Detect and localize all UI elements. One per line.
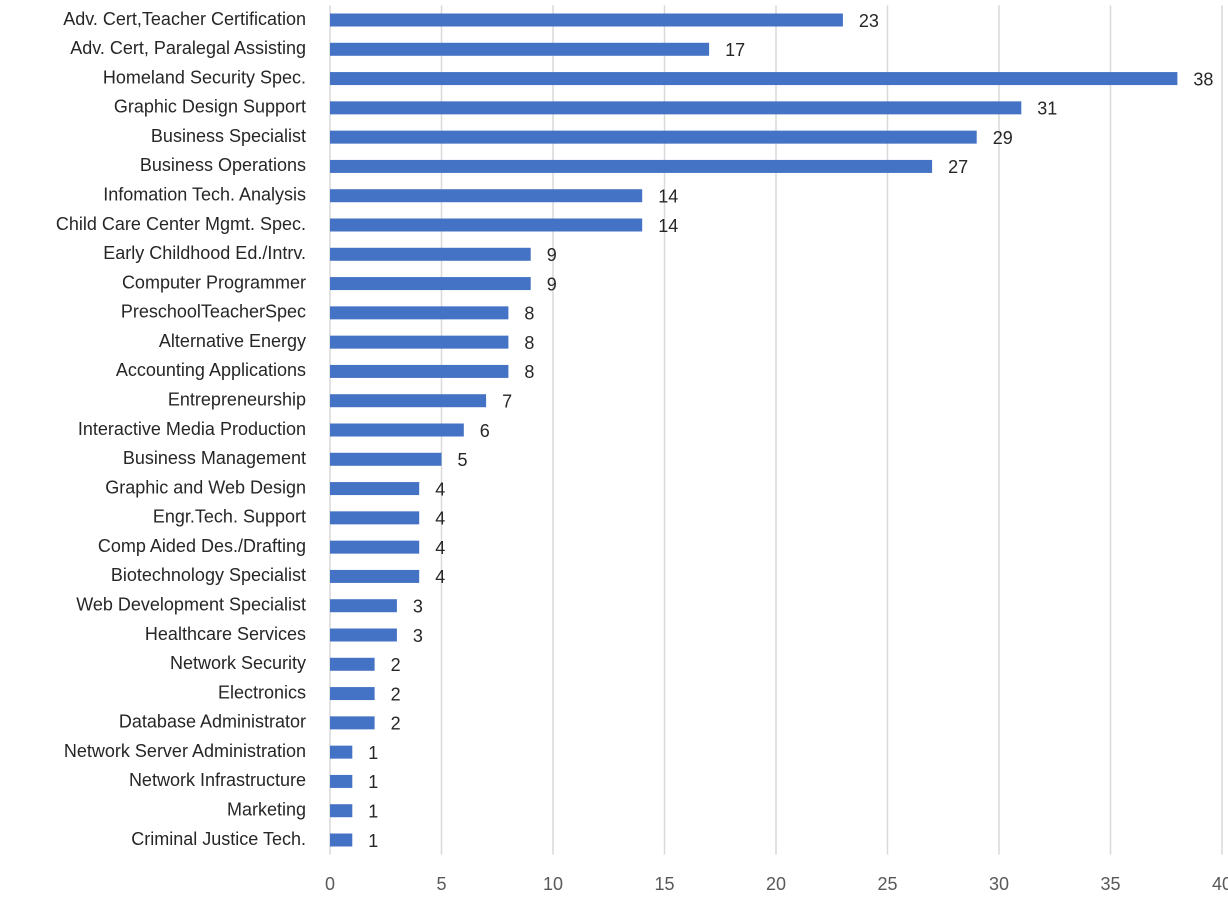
data-label: 1	[368, 743, 378, 763]
data-label: 7	[502, 391, 512, 411]
data-label: 14	[658, 186, 678, 206]
x-tick-label: 30	[989, 874, 1009, 894]
bar	[330, 628, 397, 642]
y-tick-label: Homeland Security Spec.	[103, 67, 306, 87]
y-tick-label: Healthcare Services	[145, 624, 306, 644]
data-label: 6	[480, 421, 490, 441]
x-tick-label: 40	[1212, 874, 1228, 894]
bar	[330, 277, 531, 291]
y-tick-label: Engr.Tech. Support	[153, 507, 306, 527]
data-label: 9	[547, 245, 557, 265]
bar	[330, 159, 933, 173]
y-tick-label: Graphic and Web Design	[105, 477, 306, 497]
data-label: 4	[435, 567, 445, 587]
bar	[330, 599, 397, 613]
x-tick-label: 5	[436, 874, 446, 894]
bar	[330, 569, 420, 583]
data-label: 14	[658, 216, 678, 236]
y-tick-label: Marketing	[227, 799, 306, 819]
data-label: 8	[524, 362, 534, 382]
bar	[330, 306, 509, 320]
y-tick-label: Criminal Justice Tech.	[131, 829, 306, 849]
data-label: 23	[859, 11, 879, 31]
bar	[330, 482, 420, 496]
y-tick-label: Database Administrator	[119, 712, 306, 732]
data-label: 1	[368, 801, 378, 821]
x-tick-label: 35	[1100, 874, 1120, 894]
bar	[330, 247, 531, 261]
y-tick-label: Web Development Specialist	[76, 594, 306, 614]
data-label: 2	[391, 684, 401, 704]
y-tick-label: Business Operations	[140, 155, 306, 175]
data-label: 8	[524, 333, 534, 353]
bar	[330, 394, 487, 408]
data-label: 17	[725, 40, 745, 60]
data-label: 4	[435, 479, 445, 499]
bar	[330, 804, 353, 818]
y-tick-label: Accounting Applications	[116, 360, 306, 380]
data-label: 31	[1037, 99, 1057, 119]
y-tick-label: Network Infrastructure	[129, 770, 306, 790]
bar	[330, 452, 442, 466]
y-tick-label: Entrepreneurship	[168, 389, 306, 409]
data-label: 1	[368, 772, 378, 792]
data-label: 3	[413, 596, 423, 616]
y-tick-label: Adv. Cert,Teacher Certification	[63, 9, 306, 29]
bar	[330, 540, 420, 554]
y-tick-label: Graphic Design Support	[114, 97, 306, 117]
bar	[330, 42, 710, 56]
data-label: 5	[458, 450, 468, 470]
data-label: 3	[413, 626, 423, 646]
bar	[330, 657, 375, 671]
data-label: 2	[391, 714, 401, 734]
bar	[330, 423, 464, 437]
y-tick-label: Business Specialist	[151, 126, 306, 146]
x-tick-label: 15	[654, 874, 674, 894]
y-tick-label: Early Childhood Ed./Intrv.	[103, 243, 306, 263]
y-tick-label: Comp Aided Des./Drafting	[98, 536, 306, 556]
bar	[330, 101, 1022, 115]
data-label: 9	[547, 274, 557, 294]
bar	[330, 511, 420, 525]
y-tick-label: Infomation Tech. Analysis	[103, 184, 306, 204]
y-tick-label: Adv. Cert, Paralegal Assisting	[70, 38, 306, 58]
bar	[330, 335, 509, 349]
bar	[330, 72, 1178, 86]
y-tick-label: Network Server Administration	[64, 741, 306, 761]
y-tick-label: Child Care Center Mgmt. Spec.	[56, 214, 306, 234]
bar	[330, 833, 353, 847]
data-label: 27	[948, 157, 968, 177]
bar	[330, 13, 843, 27]
bar	[330, 716, 375, 730]
y-tick-label: Business Management	[123, 448, 306, 468]
data-label: 4	[435, 538, 445, 558]
y-tick-label: Computer Programmer	[122, 272, 306, 292]
bar	[330, 745, 353, 759]
data-label: 4	[435, 509, 445, 529]
y-tick-label: Alternative Energy	[159, 331, 306, 351]
bar	[330, 130, 977, 144]
data-label: 38	[1193, 69, 1213, 89]
bar	[330, 218, 643, 232]
y-tick-label: Biotechnology Specialist	[111, 565, 306, 585]
bar	[330, 364, 509, 378]
x-tick-label: 0	[325, 874, 335, 894]
data-label: 29	[993, 128, 1013, 148]
x-tick-label: 10	[543, 874, 563, 894]
y-tick-label: PreschoolTeacherSpec	[121, 302, 306, 322]
bar	[330, 189, 643, 203]
data-label: 1	[368, 831, 378, 851]
y-tick-label: Electronics	[218, 682, 306, 702]
y-tick-label: Network Security	[170, 653, 306, 673]
x-tick-label: 25	[877, 874, 897, 894]
y-tick-label: Interactive Media Production	[78, 419, 306, 439]
x-tick-label: 20	[766, 874, 786, 894]
data-label: 8	[524, 304, 534, 324]
data-label: 2	[391, 655, 401, 675]
bar	[330, 774, 353, 788]
bar	[330, 687, 375, 701]
